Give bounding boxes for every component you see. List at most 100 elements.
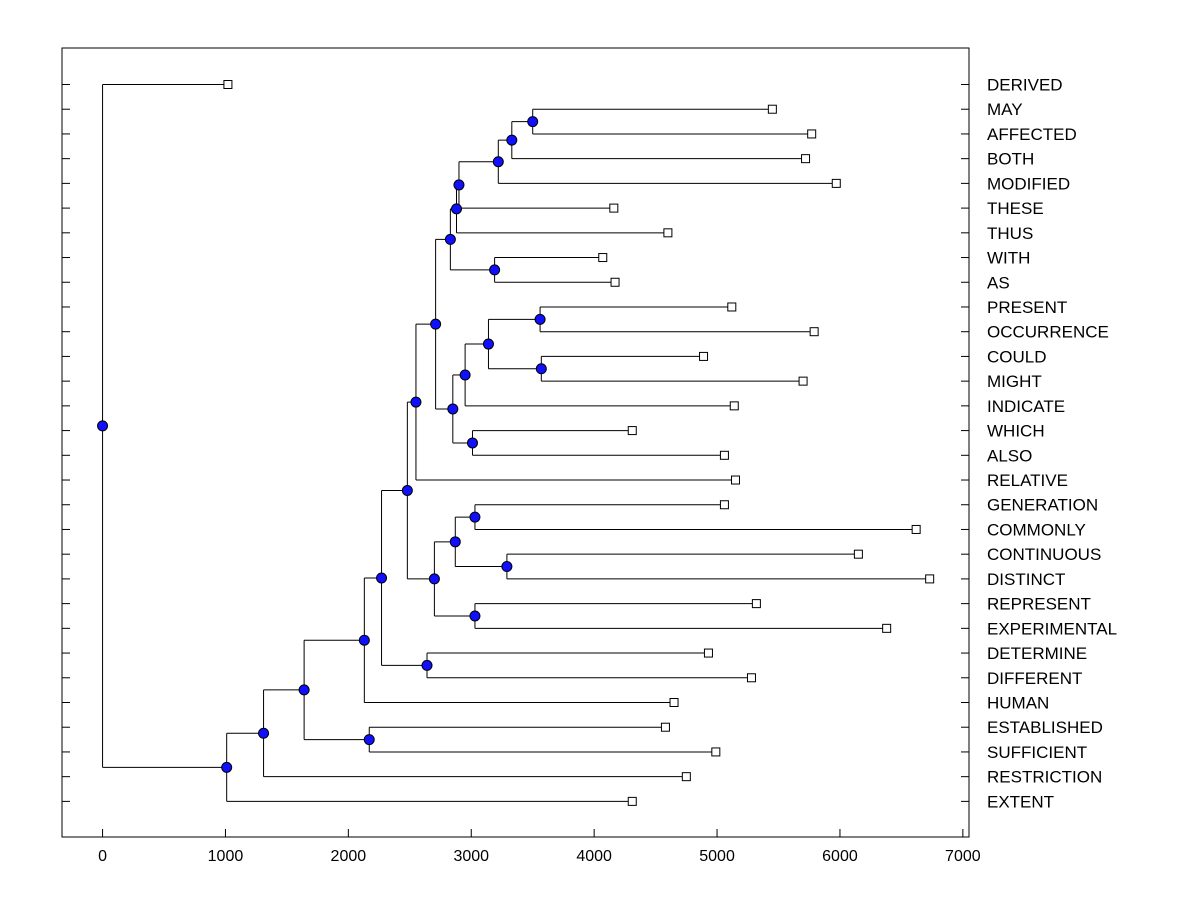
merge-node-n29 (97, 420, 109, 432)
leaf-marker-sufficient (711, 747, 721, 757)
merge-node-n27 (258, 727, 270, 739)
leaf-marker-extent (627, 796, 637, 806)
leaf-label-different: DIFFERENT (987, 669, 1082, 688)
merge-node-n5 (451, 203, 463, 215)
leaf-label-occurrence: OCCURRENCE (987, 323, 1109, 342)
leaf-marker-these (609, 203, 619, 213)
merge-node-n10 (482, 338, 494, 350)
leaf-label-which: WHICH (987, 422, 1045, 441)
leaf-label-both: BOTH (987, 150, 1034, 169)
leaf-label-extent: EXTENT (987, 792, 1054, 811)
leaf-marker-different (746, 673, 756, 683)
leaf-marker-might (798, 376, 808, 386)
leaf-marker-could (699, 351, 709, 361)
leaf-marker-affected (807, 129, 817, 139)
leaf-labels: DERIVED MAY AFFECTED BOTH MODIFIED THESE THUS W… (987, 76, 1117, 812)
x-tick-label: 6000 (822, 848, 858, 865)
leaf-label-these: THESE (987, 199, 1044, 218)
merge-node-n17 (501, 561, 513, 573)
leaf-markers (223, 80, 935, 806)
leaf-label-determine: DETERMINE (987, 644, 1087, 663)
merge-node-n22 (421, 659, 433, 671)
merge-node-n18 (449, 536, 461, 548)
merge-node-n20 (428, 573, 440, 585)
leaf-label-with: WITH (987, 249, 1030, 268)
merge-node-n7 (444, 233, 456, 245)
merge-node-n15 (410, 396, 422, 408)
leaf-marker-also (719, 450, 729, 460)
merge-node-n12 (466, 437, 478, 449)
leaf-marker-determine (703, 648, 713, 658)
leaf-marker-as (610, 277, 620, 287)
leaf-label-continuous: CONTINUOUS (987, 545, 1101, 564)
merge-nodes (97, 116, 547, 773)
merge-node-n2 (506, 134, 518, 146)
leaf-marker-with (598, 253, 608, 263)
leaf-marker-which (627, 426, 637, 436)
leaf-label-relative: RELATIVE (987, 471, 1068, 490)
leaf-marker-present (727, 302, 737, 312)
merge-node-n11 (459, 369, 471, 381)
leaf-marker-indicate (729, 401, 739, 411)
leaf-marker-relative (730, 475, 740, 485)
leaf-label-could: COULD (987, 347, 1047, 366)
leaf-marker-both (801, 154, 811, 164)
leaf-label-restriction: RESTRICTION (987, 768, 1102, 787)
leaf-label-thus: THUS (987, 224, 1033, 243)
leaf-label-modified: MODIFIED (987, 174, 1070, 193)
leaf-marker-commonly (911, 524, 921, 534)
leaf-marker-continuous (853, 549, 863, 559)
merge-node-n4 (453, 179, 465, 191)
leaf-marker-may (767, 104, 777, 114)
merge-node-n9 (535, 363, 547, 375)
leaf-label-also: ALSO (987, 446, 1032, 465)
leaf-marker-thus (663, 228, 673, 238)
bottom-axis-ticks (102, 829, 964, 837)
leaf-label-derived: DERIVED (987, 76, 1063, 95)
leaf-marker-experimental (882, 623, 892, 633)
merge-node-n6 (489, 264, 501, 276)
leaf-label-may: MAY (987, 100, 1023, 119)
x-tick-label: 4000 (576, 848, 612, 865)
merge-node-n13 (447, 403, 459, 415)
leaf-marker-modified (831, 178, 841, 188)
leaf-label-affected: AFFECTED (987, 125, 1077, 144)
merge-node-n19 (469, 610, 481, 622)
merge-node-n14 (430, 318, 442, 330)
merge-node-n25 (363, 734, 375, 746)
leaf-label-established: ESTABLISHED (987, 718, 1103, 737)
plot-frame (61, 47, 970, 838)
leaf-marker-derived (223, 80, 233, 89)
leaf-marker-restriction (681, 772, 691, 782)
merge-node-n8 (534, 313, 546, 325)
leaf-label-experimental: EXPERIMENTAL (987, 619, 1117, 638)
leaf-label-as: AS (987, 273, 1010, 292)
merge-node-n26 (298, 684, 310, 696)
x-tick-label: 0 (98, 848, 107, 865)
leaf-marker-established (660, 722, 670, 732)
leaf-label-might: MIGHT (987, 372, 1042, 391)
merge-node-n1 (527, 116, 539, 128)
leaf-marker-occurrence (809, 327, 819, 337)
x-tick-label: 3000 (453, 848, 489, 865)
merge-node-n23 (376, 572, 388, 584)
leaf-label-present: PRESENT (987, 298, 1067, 317)
leaf-marker-human (669, 698, 679, 707)
leaf-label-indicate: INDICATE (987, 397, 1065, 416)
leaf-label-distinct: DISTINCT (987, 570, 1065, 589)
x-tick-label: 2000 (331, 848, 367, 865)
merge-node-n24 (358, 634, 370, 646)
x-tick-label: 7000 (945, 848, 981, 865)
leaf-label-human: HUMAN (987, 694, 1049, 713)
merge-node-n28 (221, 761, 233, 773)
leaf-label-commonly: COMMONLY (987, 520, 1086, 539)
leaf-label-generation: GENERATION (987, 496, 1098, 515)
x-tick-label: 5000 (699, 848, 735, 865)
leaf-marker-generation (719, 500, 729, 510)
dendrogram-links (102, 84, 930, 802)
leaf-label-sufficient: SUFFICIENT (987, 743, 1087, 762)
x-tick-labels: 0 1000 2000 3000 4000 5000 6000 7000 (98, 848, 981, 865)
merge-node-n21 (401, 484, 413, 496)
